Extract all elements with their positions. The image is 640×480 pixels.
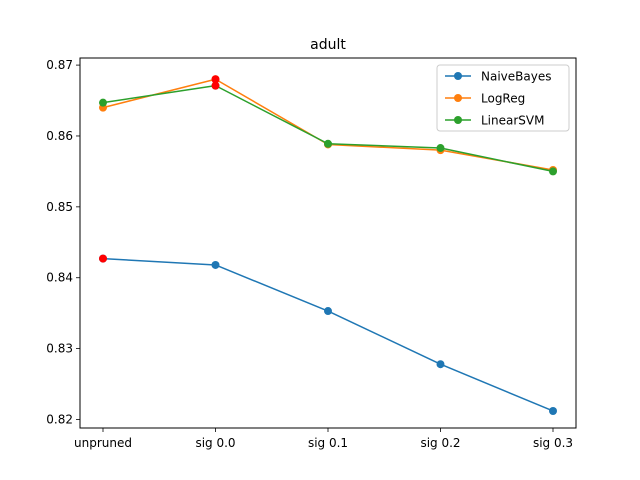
legend-label: LogReg — [481, 92, 525, 106]
data-point-naivebayes — [549, 406, 557, 415]
legend-swatch-marker — [454, 116, 462, 124]
data-point-naivebayes — [211, 260, 220, 269]
y-axis: 0.82 0.83 0.84 0.85 0.86 0.87 — [46, 58, 80, 426]
y-tick-label: 0.84 — [46, 271, 73, 285]
highlight-point-naivebayes — [99, 254, 107, 263]
data-point-naivebayes — [436, 360, 445, 369]
y-tick-label: 0.87 — [46, 58, 73, 72]
plot-area — [99, 75, 557, 415]
highlight-point-logreg — [211, 75, 220, 84]
data-point-linearsvm — [436, 144, 445, 153]
x-tick-label: sig 0.2 — [420, 436, 460, 450]
legend-box — [436, 64, 570, 132]
x-tick-label: sig 0.3 — [533, 436, 573, 450]
highlight-point-linearsvm — [211, 81, 220, 90]
legend-swatch-marker — [454, 72, 462, 80]
data-point-naivebayes — [324, 307, 332, 316]
y-tick-label: 0.85 — [46, 200, 73, 214]
x-tick-label: sig 0.0 — [195, 436, 235, 450]
chart-title: adult — [310, 37, 346, 53]
y-tick-label: 0.82 — [46, 412, 73, 426]
data-point-linearsvm — [324, 139, 332, 148]
legend-label: LinearSVM — [481, 114, 544, 128]
x-tick-label: unpruned — [74, 436, 132, 450]
legend-swatch-marker — [454, 94, 462, 102]
data-point-linearsvm — [99, 98, 107, 107]
legend: NaiveBayes LogReg LinearSVM — [436, 64, 570, 132]
y-tick-label: 0.83 — [46, 342, 73, 356]
series-line-naivebayes — [102, 257, 554, 412]
x-tick-label: sig 0.1 — [308, 436, 348, 450]
y-tick-label: 0.86 — [46, 129, 73, 143]
data-point-linearsvm — [549, 167, 557, 176]
legend-label: NaiveBayes — [481, 70, 551, 84]
x-axis: unpruned sig 0.0 sig 0.1 sig 0.2 sig 0.3 — [74, 428, 573, 450]
